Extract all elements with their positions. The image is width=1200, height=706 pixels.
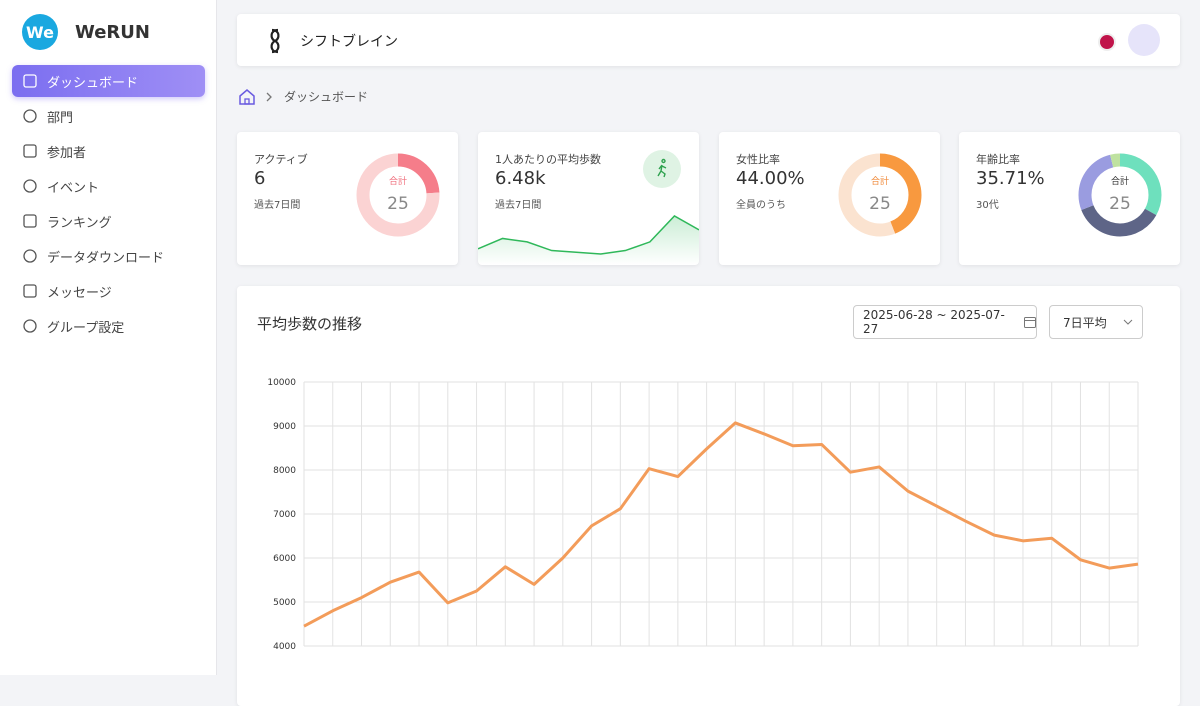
donut-segment — [838, 153, 922, 237]
runner-icon — [657, 158, 667, 178]
card-sub: 過去7日間 — [495, 200, 542, 211]
card-label: 女性比率 — [736, 153, 780, 166]
card-sub: 30代 — [976, 200, 999, 211]
stat-card: アクティブ 6 過去7日間 合計 25 — [237, 132, 458, 265]
menu-item[interactable]: 参加者 — [12, 135, 205, 167]
card-value: 6 — [254, 168, 266, 189]
icon-shape — [23, 74, 37, 88]
notification-dot[interactable] — [1098, 33, 1116, 51]
stat-card: 女性比率 44.00% 全員のうち 合計 25 — [719, 132, 940, 265]
donut-center-label: 合計 — [389, 175, 407, 187]
card-graphic: 合計 25 — [1078, 153, 1162, 237]
menu-label: ダッシュボード — [47, 75, 139, 91]
donut-segment — [1078, 153, 1162, 237]
org-name: シフトブレイン — [300, 34, 398, 50]
menu-item[interactable]: ランキング — [12, 205, 205, 237]
sparkline — [478, 215, 699, 255]
icon-shape — [23, 144, 37, 158]
avatar[interactable] — [1128, 24, 1160, 56]
chart-title: 平均歩数の推移 — [257, 315, 363, 333]
donut-total: 25 — [1109, 194, 1131, 214]
date-range-picker[interactable]: 2025-06-28 ~ 2025-07-27 — [853, 305, 1037, 339]
menu-item[interactable]: イベント — [12, 170, 205, 202]
date-range: 2025-06-28 ~ 2025-07-27 — [863, 308, 1005, 336]
menu-label: メッセージ — [47, 285, 112, 301]
donut-segment — [1078, 153, 1162, 237]
card-value: 44.00% — [736, 168, 805, 189]
menu-label: データダウンロード — [47, 250, 165, 266]
card-sub: 全員のうち — [736, 200, 786, 211]
menu-label: 参加者 — [47, 145, 87, 161]
menu-label: グループ設定 — [47, 320, 125, 336]
aggregation: 7日平均 — [1063, 315, 1107, 330]
menu-icon — [23, 109, 37, 123]
calendar-icon — [1023, 317, 1036, 328]
sidebar: We WeRUN ダッシュボード 部門参加者イベントランキングデータダウンロードメ… — [0, 0, 217, 675]
card-graphic — [478, 150, 699, 265]
donut-segment — [1078, 153, 1162, 237]
icon-shape — [23, 319, 37, 333]
logo: We — [22, 14, 58, 50]
card-value: 6.48k — [495, 168, 546, 189]
menu-icon — [23, 74, 37, 88]
menu-item[interactable]: メッセージ — [12, 275, 205, 307]
card-label: 年齢比率 — [976, 153, 1020, 166]
card-label: 1人あたりの平均歩数 — [495, 153, 601, 166]
org-icon — [270, 28, 280, 54]
donut-total: 25 — [387, 194, 409, 214]
menu-icon — [23, 144, 37, 158]
card-graphic: 合計 25 — [838, 153, 922, 237]
icon-shape — [23, 179, 37, 193]
icon-shape — [23, 109, 37, 123]
icon-shape — [23, 249, 37, 263]
card-label: アクティブ — [254, 153, 308, 166]
chevron-icon — [1123, 319, 1132, 325]
menu-item[interactable]: データダウンロード — [12, 240, 205, 272]
breadcrumb-current: ダッシュボード — [284, 90, 369, 104]
sparkline-area — [478, 216, 699, 265]
icon-shape — [23, 214, 37, 228]
donut-center-label: 合計 — [871, 175, 889, 187]
home-icon[interactable] — [238, 88, 256, 106]
menu-icon — [23, 179, 37, 193]
aggregation-select[interactable]: 7日平均 — [1049, 305, 1143, 339]
menu-label: 部門 — [47, 110, 74, 126]
header: シフトブレイン — [237, 14, 1180, 66]
menu-label: イベント — [47, 180, 100, 196]
donut-center-label: 合計 — [1111, 175, 1129, 187]
brand: WeRUN — [75, 22, 150, 43]
card-value: 35.71% — [976, 168, 1045, 189]
menu-icon — [23, 214, 37, 228]
stat-card: 1人あたりの平均歩数 6.48k 過去7日間 — [478, 132, 699, 265]
menu-item[interactable]: 部門 — [12, 100, 205, 132]
card-sub: 過去7日間 — [254, 200, 301, 211]
menu-item[interactable]: ダッシュボード — [12, 65, 205, 97]
card-graphic: 合計 25 — [356, 153, 440, 237]
menu-icon — [23, 284, 37, 298]
stat-card: 年齢比率 35.71% 30代 合計 25 — [959, 132, 1180, 265]
menu-label: ランキング — [47, 215, 112, 231]
menu-icon — [23, 319, 37, 333]
breadcrumb-separator — [266, 92, 272, 102]
chart-panel: 平均歩数の推移 2025-06-28 ~ 2025-07-27 7日平均 — [237, 286, 1180, 706]
menu-icon — [23, 249, 37, 263]
donut-total: 25 — [869, 194, 891, 214]
donut-segment — [356, 153, 440, 237]
menu-item[interactable]: グループ設定 — [12, 310, 205, 342]
icon-shape — [23, 284, 37, 298]
